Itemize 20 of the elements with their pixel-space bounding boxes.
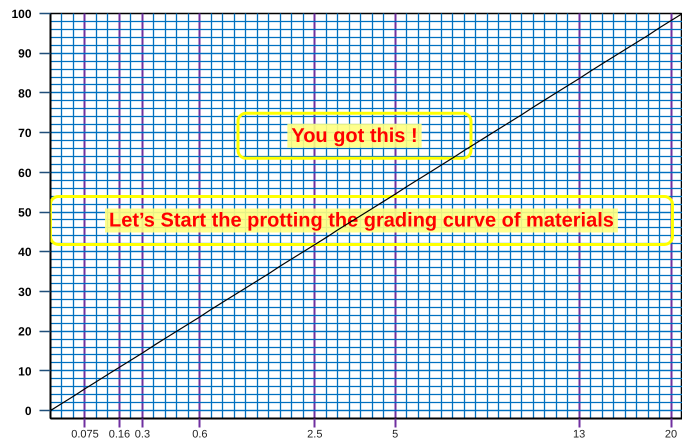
annotation: You got this ! (291, 124, 418, 147)
y-tick-label: 90 (18, 46, 32, 61)
x-tick-label: 0.075 (71, 428, 99, 440)
x-tick-label: 5 (392, 428, 398, 440)
y-tick-label: 50 (18, 206, 32, 220)
y-tick-label: 20 (18, 324, 32, 339)
x-tick-label: 0.16 (108, 428, 130, 440)
y-tick-label: 70 (18, 126, 32, 140)
y-tick-label: 0 (24, 404, 32, 418)
y-tick-label: 30 (18, 284, 32, 299)
y-tick-label: 10 (18, 364, 32, 378)
y-tick-label: 100 (11, 7, 32, 21)
y-tick-label: 40 (18, 245, 32, 260)
x-tick-label: 2.5 (307, 428, 322, 440)
x-tick-label: 0.6 (192, 428, 208, 440)
x-tick-label: 20 (664, 428, 678, 440)
y-tick-label: 80 (18, 86, 32, 100)
x-tick-label: 0.3 (134, 428, 150, 440)
y-tick-label: 60 (18, 166, 32, 180)
x-tick-label: 13 (572, 428, 586, 440)
